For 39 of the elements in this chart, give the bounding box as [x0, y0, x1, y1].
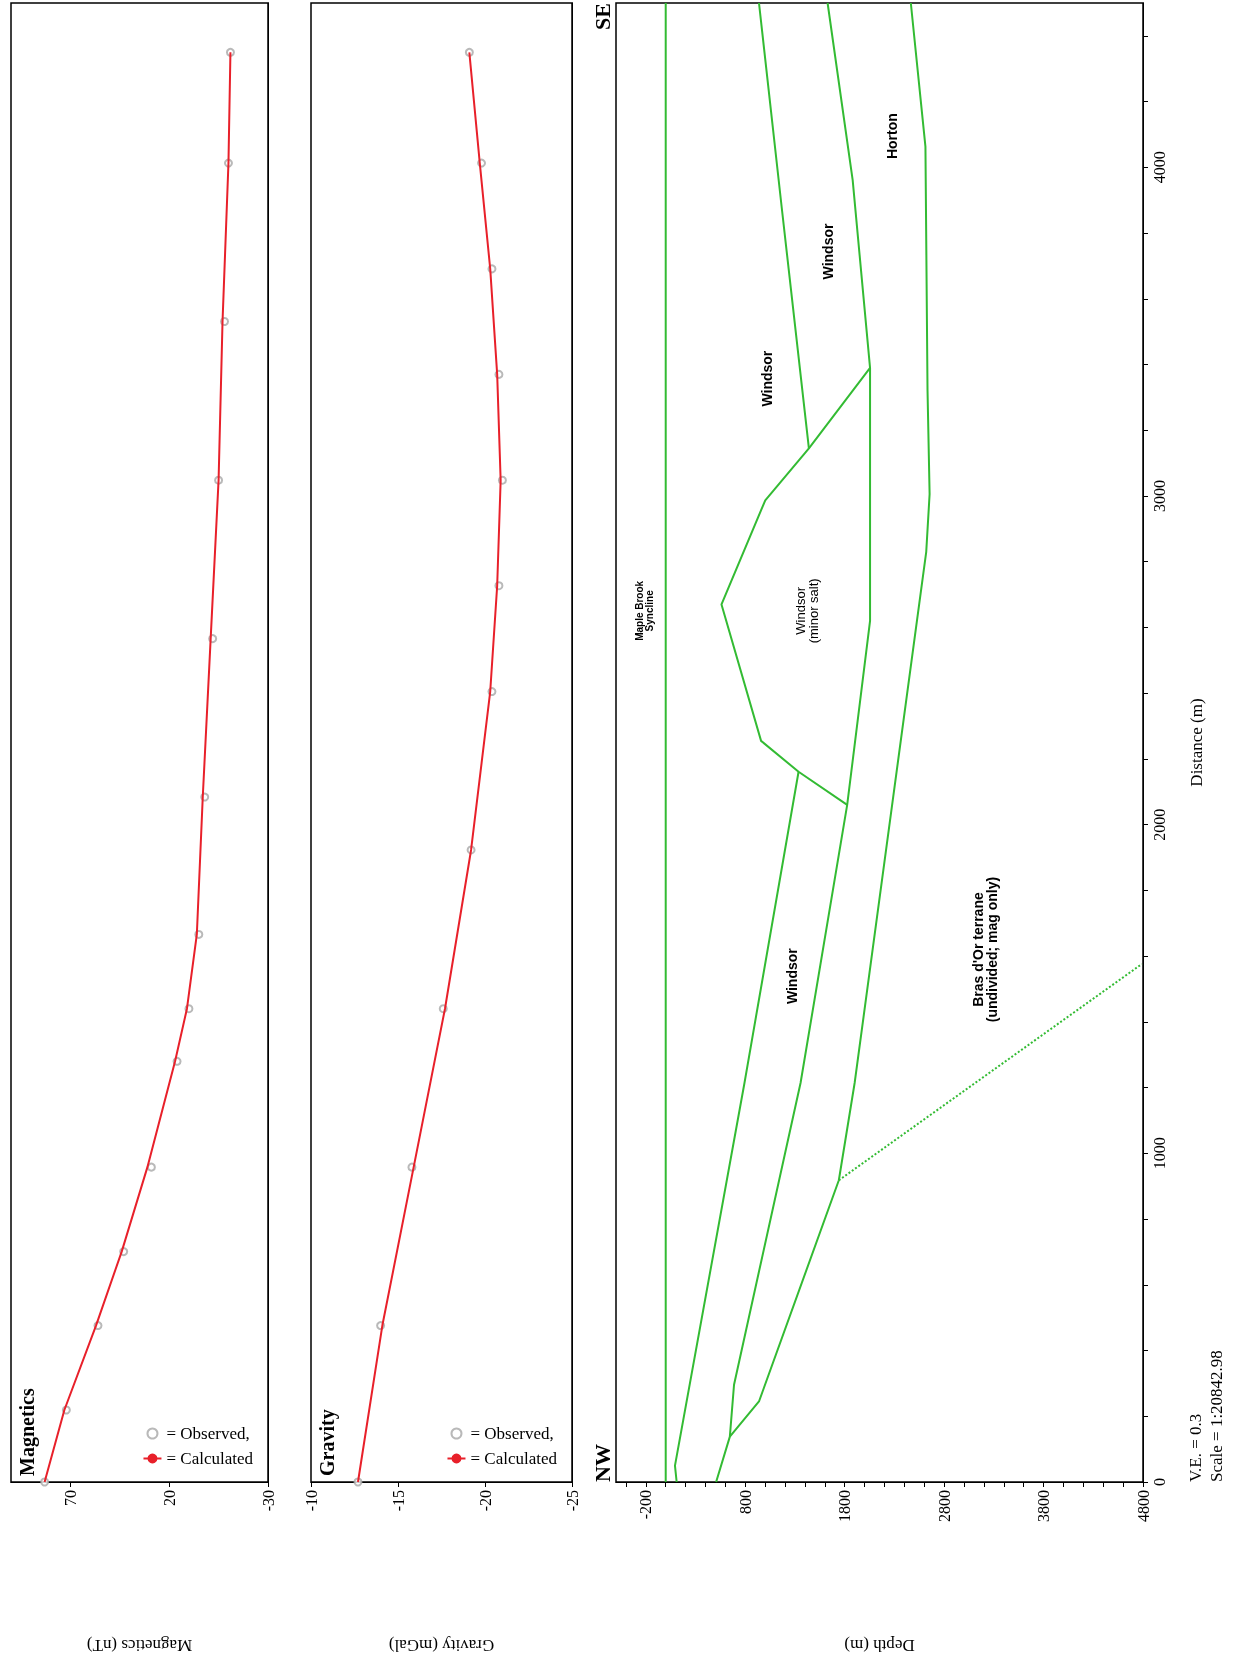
- annotation: Windsor: [758, 350, 775, 407]
- x-tick-label: 3800: [1035, 1490, 1053, 1522]
- legend-label: = Observed,: [470, 1424, 554, 1443]
- text: NW: [589, 1444, 615, 1482]
- y-tick-label: 1000: [1150, 1137, 1168, 1170]
- x-tick-label: 4800: [1134, 1490, 1152, 1522]
- x-tick-label: -15: [389, 1490, 407, 1512]
- text: Magnetics: [16, 1388, 39, 1476]
- annotation: Windsor: [784, 947, 801, 1005]
- x-tick-label: 70: [61, 1490, 79, 1506]
- x-tick-label: 1800: [836, 1490, 854, 1522]
- x-axis-title: Depth (m): [844, 1636, 915, 1655]
- x-tick-label: 2800: [935, 1490, 953, 1522]
- x-tick-label: 20: [160, 1490, 178, 1506]
- x-tick-label: -25: [563, 1490, 581, 1512]
- legend-label: = Calculated: [470, 1449, 558, 1468]
- legend-label: = Observed,: [166, 1424, 250, 1443]
- x-tick-label: -30: [259, 1490, 277, 1512]
- x-tick-label: -20: [476, 1490, 494, 1512]
- x-tick-label: 800: [736, 1490, 754, 1514]
- y-tick-label: 4000: [1150, 151, 1168, 184]
- text: V.E. = 0.3: [1185, 1413, 1205, 1482]
- y-tick-label: 2000: [1150, 808, 1168, 841]
- y-tick-label: 0: [1150, 1478, 1168, 1486]
- x-axis-title: Magnetics (nT): [86, 1636, 193, 1655]
- annotation: Bras d'Or terrane (undivided; mag only): [970, 876, 1001, 1023]
- text: SE: [589, 3, 615, 30]
- text: Gravity: [316, 1409, 339, 1476]
- x-axis-title: Gravity (mGal): [388, 1636, 495, 1655]
- x-tick-label: -10: [302, 1490, 320, 1512]
- legend-label: = Calculated: [166, 1449, 254, 1468]
- x-tick-label: -200: [637, 1490, 655, 1520]
- annotation: Windsor: [819, 222, 836, 280]
- y-tick-label: 3000: [1150, 480, 1168, 512]
- y-axis-title: Distance (m): [1187, 698, 1206, 787]
- text: Scale = 1:20842.98: [1206, 1350, 1226, 1482]
- annotation: Maple Brook Syncline: [633, 580, 655, 641]
- annotation: Windsor (minor salt): [792, 578, 821, 644]
- annotation: Horton: [884, 113, 901, 160]
